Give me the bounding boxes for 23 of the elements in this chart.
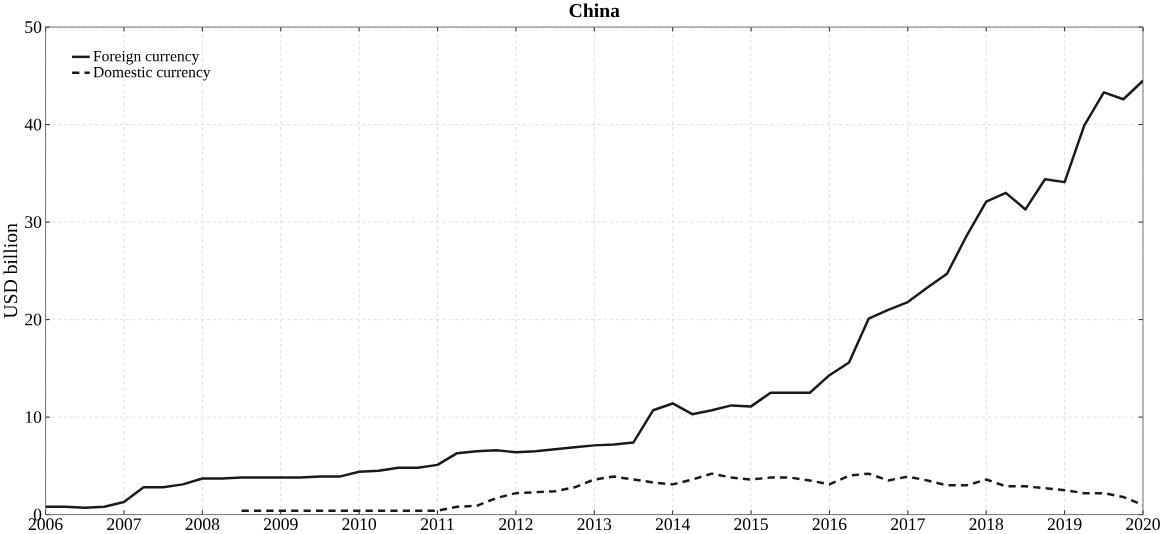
y-tick-label: 10 xyxy=(25,411,42,424)
x-tick-label: 2020 xyxy=(1126,518,1160,531)
x-tick-label: 2017 xyxy=(891,518,925,531)
x-tick-label: 2015 xyxy=(734,518,768,531)
x-tick-label: 2019 xyxy=(1047,518,1082,531)
x-tick-label: 2007 xyxy=(107,518,142,531)
y-tick-label: 30 xyxy=(25,216,42,229)
x-tick-label: 2018 xyxy=(969,518,1004,531)
x-tick-label: 2013 xyxy=(577,518,612,531)
x-tick-label: 2014 xyxy=(655,518,690,531)
y-tick-label: 50 xyxy=(25,21,42,34)
x-tick-label: 2010 xyxy=(342,518,377,531)
legend-label: Domestic currency xyxy=(93,67,211,81)
legend-label: Foreign currency xyxy=(93,51,200,65)
y-tick-label: 20 xyxy=(25,313,42,326)
x-tick-label: 2008 xyxy=(185,518,220,531)
x-tick-label: 2011 xyxy=(421,518,454,531)
x-tick-label: 2009 xyxy=(263,518,298,531)
y-axis-title: USD billion xyxy=(3,223,18,319)
chart-title: China xyxy=(569,3,620,18)
y-tick-label: 40 xyxy=(24,118,42,131)
x-tick-label: 2016 xyxy=(812,518,847,531)
x-tick-label: 2012 xyxy=(499,518,533,531)
